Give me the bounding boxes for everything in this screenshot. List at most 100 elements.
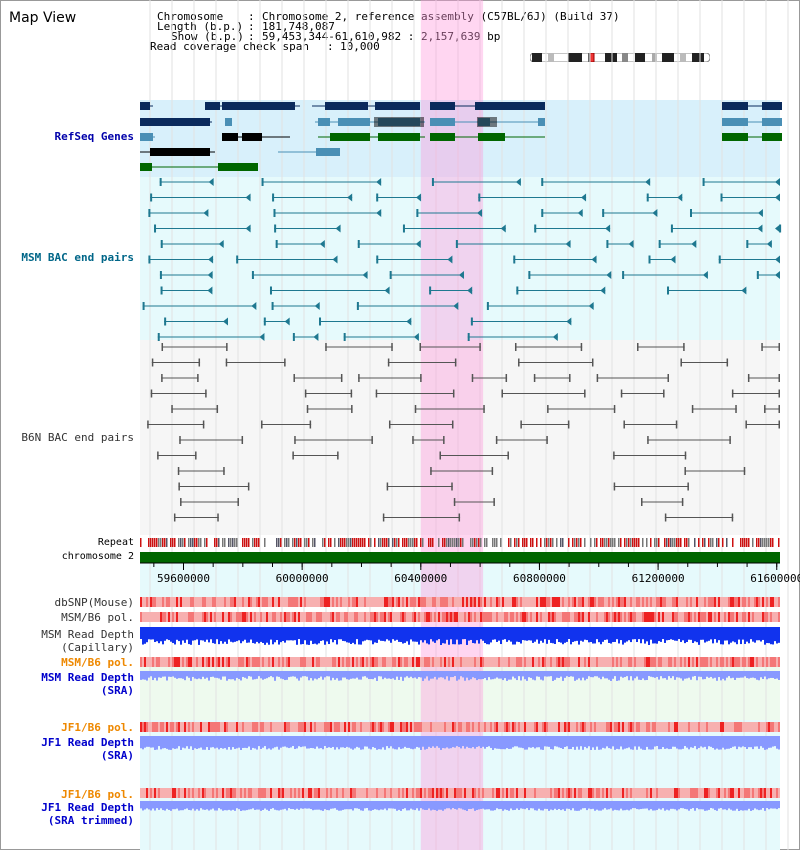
- track-label-jf1-depth-trim[interactable]: JF1 Read Depth: [41, 801, 134, 814]
- polymorphism-cell: [248, 788, 250, 798]
- polymorphism-cell: [728, 597, 730, 607]
- read-depth-bar: [490, 736, 492, 748]
- read-depth-bar: [202, 801, 204, 810]
- read-depth-bar: [286, 736, 288, 748]
- read-depth-bar: [738, 627, 740, 640]
- read-depth-bar: [278, 801, 280, 811]
- read-depth-bar: [400, 627, 402, 643]
- polymorphism-cell: [486, 788, 488, 798]
- track-label-jf1-b6-pol[interactable]: JF1/B6 pol.: [61, 721, 134, 734]
- read-depth-bar: [518, 671, 520, 677]
- track-label-msm-depth-sra[interactable]: MSM Read Depth: [41, 671, 134, 684]
- read-depth-bar: [316, 736, 318, 747]
- track-label-repeat[interactable]: Repeat: [97, 537, 134, 548]
- polymorphism-cell: [344, 657, 346, 667]
- polymorphism-cell: [490, 597, 492, 607]
- polymorphism-cell: [602, 612, 604, 622]
- read-depth-bar: [572, 801, 574, 809]
- track-label-b6n-bac[interactable]: B6N BAC end pairs: [21, 431, 134, 444]
- read-depth-bar: [266, 671, 268, 679]
- polymorphism-cell: [496, 657, 498, 667]
- polymorphism-cell: [464, 612, 466, 622]
- repeat-mark: [500, 538, 502, 547]
- read-depth-bar: [172, 801, 174, 810]
- read-depth-bar: [436, 801, 438, 811]
- polymorphism-cell: [260, 788, 262, 798]
- polymorphism-cell: [568, 612, 570, 622]
- read-depth-bar: [150, 627, 152, 640]
- polymorphism-cell: [476, 657, 478, 667]
- polymorphism-cell: [400, 657, 402, 667]
- polymorphism-cell: [524, 657, 526, 667]
- polymorphism-cell: [474, 788, 476, 798]
- read-depth-bar: [510, 627, 512, 642]
- repeat-mark: [286, 538, 288, 547]
- repeat-mark: [154, 538, 156, 547]
- read-depth-bar: [310, 736, 312, 748]
- read-depth-bar: [286, 801, 288, 811]
- polymorphism-cell: [690, 612, 692, 622]
- track-label-jf1-depth-sra[interactable]: JF1 Read Depth: [41, 736, 134, 749]
- b6n-bac-end: [414, 405, 417, 413]
- repeat-mark: [158, 538, 160, 547]
- polymorphism-cell: [618, 612, 620, 622]
- polymorphism-cell: [196, 612, 198, 622]
- read-depth-bar: [282, 627, 284, 642]
- track-label-dbsnp[interactable]: dbSNP(Mouse): [54, 596, 134, 609]
- read-depth-bar: [174, 736, 176, 749]
- read-depth-bar: [252, 627, 254, 644]
- polymorphism-cell: [394, 657, 396, 667]
- polymorphism-cell: [192, 597, 194, 607]
- polymorphism-cell: [598, 657, 600, 667]
- polymorphism-cell: [360, 597, 362, 607]
- polymorphism-cell: [722, 657, 724, 667]
- read-depth-bar: [516, 627, 518, 642]
- polymorphism-cell: [344, 612, 346, 622]
- polymorphism-cell: [286, 722, 288, 732]
- polymorphism-cell: [398, 722, 400, 732]
- track-label-refseq[interactable]: RefSeq Genes: [54, 130, 134, 143]
- repeat-mark: [232, 538, 234, 547]
- polymorphism-cell: [208, 597, 210, 607]
- polymorphism-cell: [424, 597, 426, 607]
- read-depth-bar: [586, 671, 588, 679]
- polymorphism-cell: [672, 612, 674, 622]
- polymorphism-cell: [174, 722, 176, 732]
- repeat-mark: [704, 538, 706, 547]
- polymorphism-cell: [678, 597, 680, 607]
- polymorphism-cell: [530, 788, 532, 798]
- read-depth-bar: [380, 671, 382, 677]
- read-depth-bar: [234, 801, 236, 811]
- track-label-jf1-b6-pol-2[interactable]: JF1/B6 pol.: [61, 788, 134, 801]
- read-depth-bar: [638, 736, 640, 747]
- read-depth-bar: [744, 671, 746, 677]
- polymorphism-cell: [606, 788, 608, 798]
- repeat-mark: [460, 538, 462, 547]
- chromosome-ideogram[interactable]: [530, 53, 710, 62]
- read-depth-bar: [302, 736, 304, 747]
- gene-exon: [430, 118, 455, 126]
- polymorphism-cell: [236, 788, 238, 798]
- polymorphism-cell: [550, 788, 552, 798]
- msm-bac-end: [702, 178, 705, 186]
- track-label-msm-b6-pol[interactable]: MSM/B6 pol.: [61, 611, 134, 624]
- track-label-msm-b6-pol-sra[interactable]: MSM/B6 pol.: [61, 656, 134, 669]
- read-depth-bar: [154, 671, 156, 678]
- polymorphism-cell: [514, 657, 516, 667]
- b6n-bac-end: [687, 482, 689, 491]
- read-depth-bar: [460, 801, 462, 809]
- polymorphism-cell: [330, 597, 332, 607]
- track-label-msm-bac[interactable]: MSM BAC end pairs: [21, 251, 134, 264]
- polymorphism-cell: [362, 657, 364, 667]
- read-depth-bar: [750, 671, 752, 678]
- polymorphism-cell: [234, 612, 236, 622]
- repeat-mark: [762, 538, 764, 547]
- polymorphism-cell: [388, 657, 390, 667]
- track-label-msm-depth-cap[interactable]: MSM Read Depth: [41, 628, 134, 641]
- read-depth-bar: [332, 801, 334, 809]
- polymorphism-cell: [204, 722, 206, 732]
- read-depth-bar: [602, 627, 604, 642]
- polymorphism-cell: [488, 612, 490, 622]
- track-label-chromosome[interactable]: chromosome 2: [61, 551, 134, 562]
